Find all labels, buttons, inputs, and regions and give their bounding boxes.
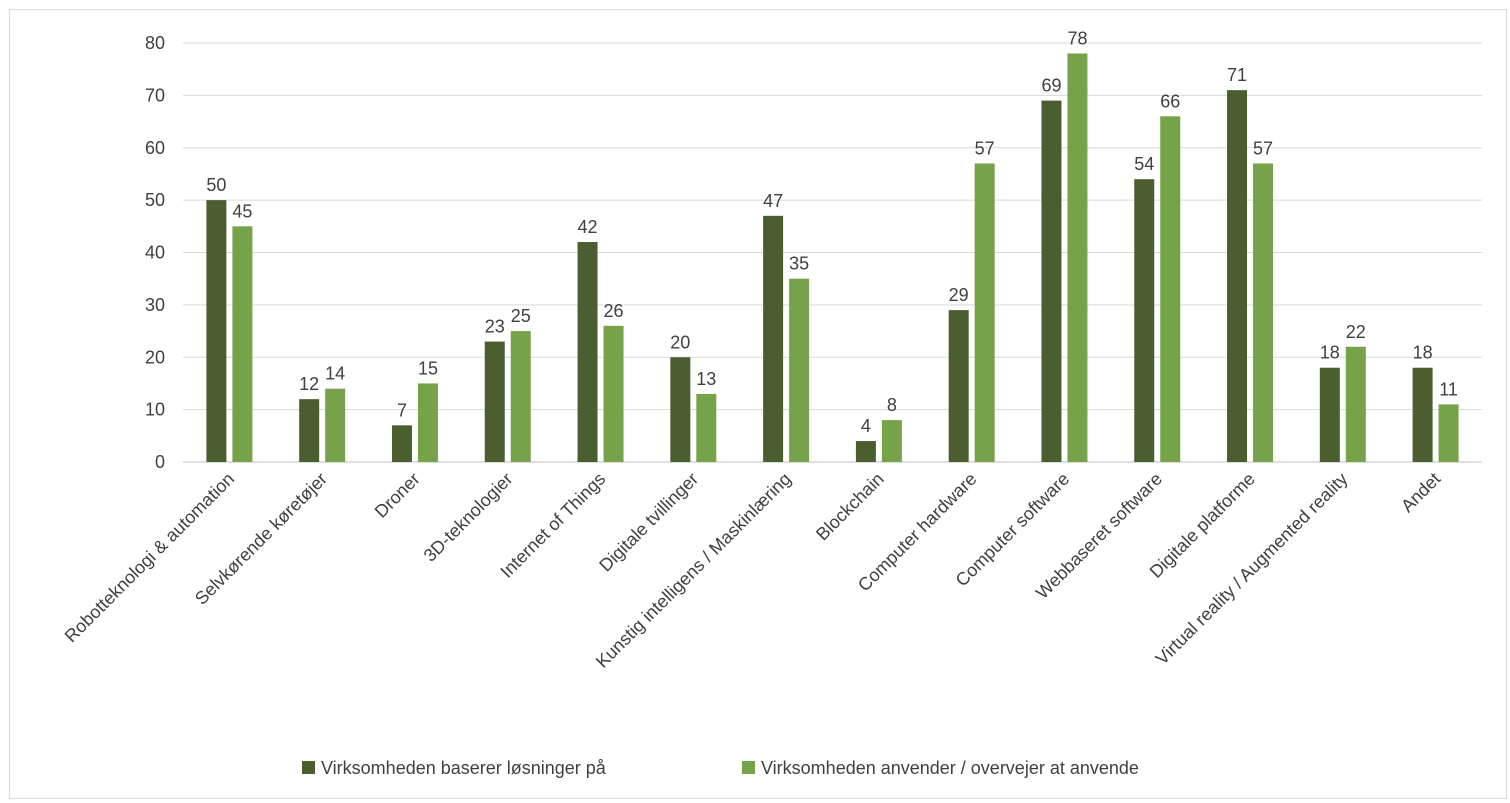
bar-baserer-11 — [1227, 90, 1248, 462]
data-label: 57 — [975, 138, 995, 158]
y-axis-tick-labels: 0 10 20 30 40 50 60 70 80 — [145, 33, 165, 472]
y-tick-label: 0 — [155, 452, 165, 472]
gridlines — [183, 42, 1482, 463]
y-tick-label: 70 — [145, 85, 165, 105]
y-tick-label: 30 — [145, 295, 165, 315]
bar-baserer-0 — [206, 200, 227, 462]
data-label: 23 — [485, 317, 505, 337]
x-tick-label: Droner — [371, 469, 424, 522]
bar-anvender-10 — [1160, 116, 1181, 462]
data-label: 22 — [1346, 322, 1366, 342]
bar-baserer-3 — [484, 341, 505, 462]
data-label: 7 — [397, 400, 407, 420]
legend-swatch — [742, 761, 755, 774]
data-label: 11 — [1439, 379, 1458, 399]
bar-baserer-12 — [1319, 367, 1340, 462]
data-labels: 50 45 12 14 7 15 23 25 42 26 20 13 47 35 48 29 57 69 78 54 6… — [206, 28, 1458, 436]
bar-anvender-9 — [1067, 53, 1088, 462]
bar-anvender-3 — [510, 331, 531, 462]
y-tick-label: 50 — [145, 190, 165, 210]
x-tick-label: Digitale tvillinger — [595, 469, 702, 576]
bar-anvender-12 — [1345, 346, 1366, 462]
bar-baserer-13 — [1412, 367, 1433, 462]
x-tick-label: Kunstig intelligens / Maskinlæring — [592, 469, 795, 672]
y-tick-label: 10 — [145, 400, 165, 420]
data-label: 20 — [670, 332, 690, 352]
data-label: 42 — [578, 217, 598, 237]
data-label: 57 — [1253, 138, 1273, 158]
data-label: 26 — [604, 301, 624, 321]
x-tick-label: Robotteknologi & automation — [61, 469, 239, 647]
data-label: 25 — [511, 306, 531, 326]
bar-baserer-6 — [763, 215, 784, 462]
bar-anvender-0 — [232, 226, 253, 462]
data-label: 66 — [1160, 91, 1180, 111]
data-label: 13 — [696, 369, 716, 389]
data-label: 50 — [206, 175, 226, 195]
data-label: 18 — [1320, 343, 1340, 363]
y-tick-label: 40 — [145, 243, 165, 263]
data-label: 71 — [1227, 65, 1247, 85]
legend-label: Virksomheden baserer løsninger på — [321, 758, 607, 778]
bar-anvender-7 — [881, 420, 902, 462]
bar-anvender-6 — [789, 278, 810, 462]
data-label: 4 — [861, 416, 871, 436]
x-tick-label: Blockchain — [812, 469, 888, 545]
bar-baserer-2 — [391, 425, 412, 462]
bar-anvender-13 — [1438, 404, 1459, 462]
bar-anvender-2 — [417, 383, 438, 462]
bar-baserer-8 — [948, 310, 969, 462]
x-tick-label: Virtual reality / Augmented reality — [1152, 469, 1352, 669]
bar-baserer-9 — [1041, 100, 1062, 463]
x-tick-label: Andet — [1397, 469, 1444, 516]
data-label: 18 — [1413, 343, 1433, 363]
y-tick-label: 20 — [145, 347, 165, 367]
bar-baserer-1 — [299, 399, 320, 462]
legend-swatch — [302, 761, 315, 774]
data-label: 47 — [763, 191, 783, 211]
data-label: 45 — [232, 201, 252, 221]
bar-anvender-4 — [603, 325, 624, 462]
data-label: 15 — [418, 358, 438, 378]
data-label: 69 — [1041, 76, 1061, 96]
y-tick-label: 60 — [145, 138, 165, 158]
bar-baserer-10 — [1134, 179, 1155, 463]
bar-baserer-4 — [577, 242, 598, 462]
bar-baserer-7 — [855, 441, 876, 462]
legend-label: Virksomheden anvender / overvejer at anv… — [761, 758, 1139, 778]
data-label: 78 — [1067, 28, 1087, 48]
data-label: 14 — [325, 364, 345, 384]
y-tick-label: 80 — [145, 33, 165, 53]
data-label: 12 — [299, 374, 319, 394]
data-label: 54 — [1134, 154, 1154, 174]
bar-baserer-5 — [670, 357, 691, 462]
data-label: 29 — [949, 285, 969, 305]
bar-anvender-5 — [696, 393, 717, 462]
bars — [206, 53, 1459, 463]
data-label: 35 — [789, 254, 809, 274]
bar-anvender-1 — [325, 388, 346, 462]
bar-anvender-8 — [974, 163, 995, 462]
legend: Virksomheden baserer løsninger på Virksom… — [302, 758, 1139, 778]
bar-anvender-11 — [1253, 163, 1274, 462]
data-label: 8 — [887, 395, 897, 415]
x-tick-label: 3D-teknologier — [420, 469, 517, 566]
